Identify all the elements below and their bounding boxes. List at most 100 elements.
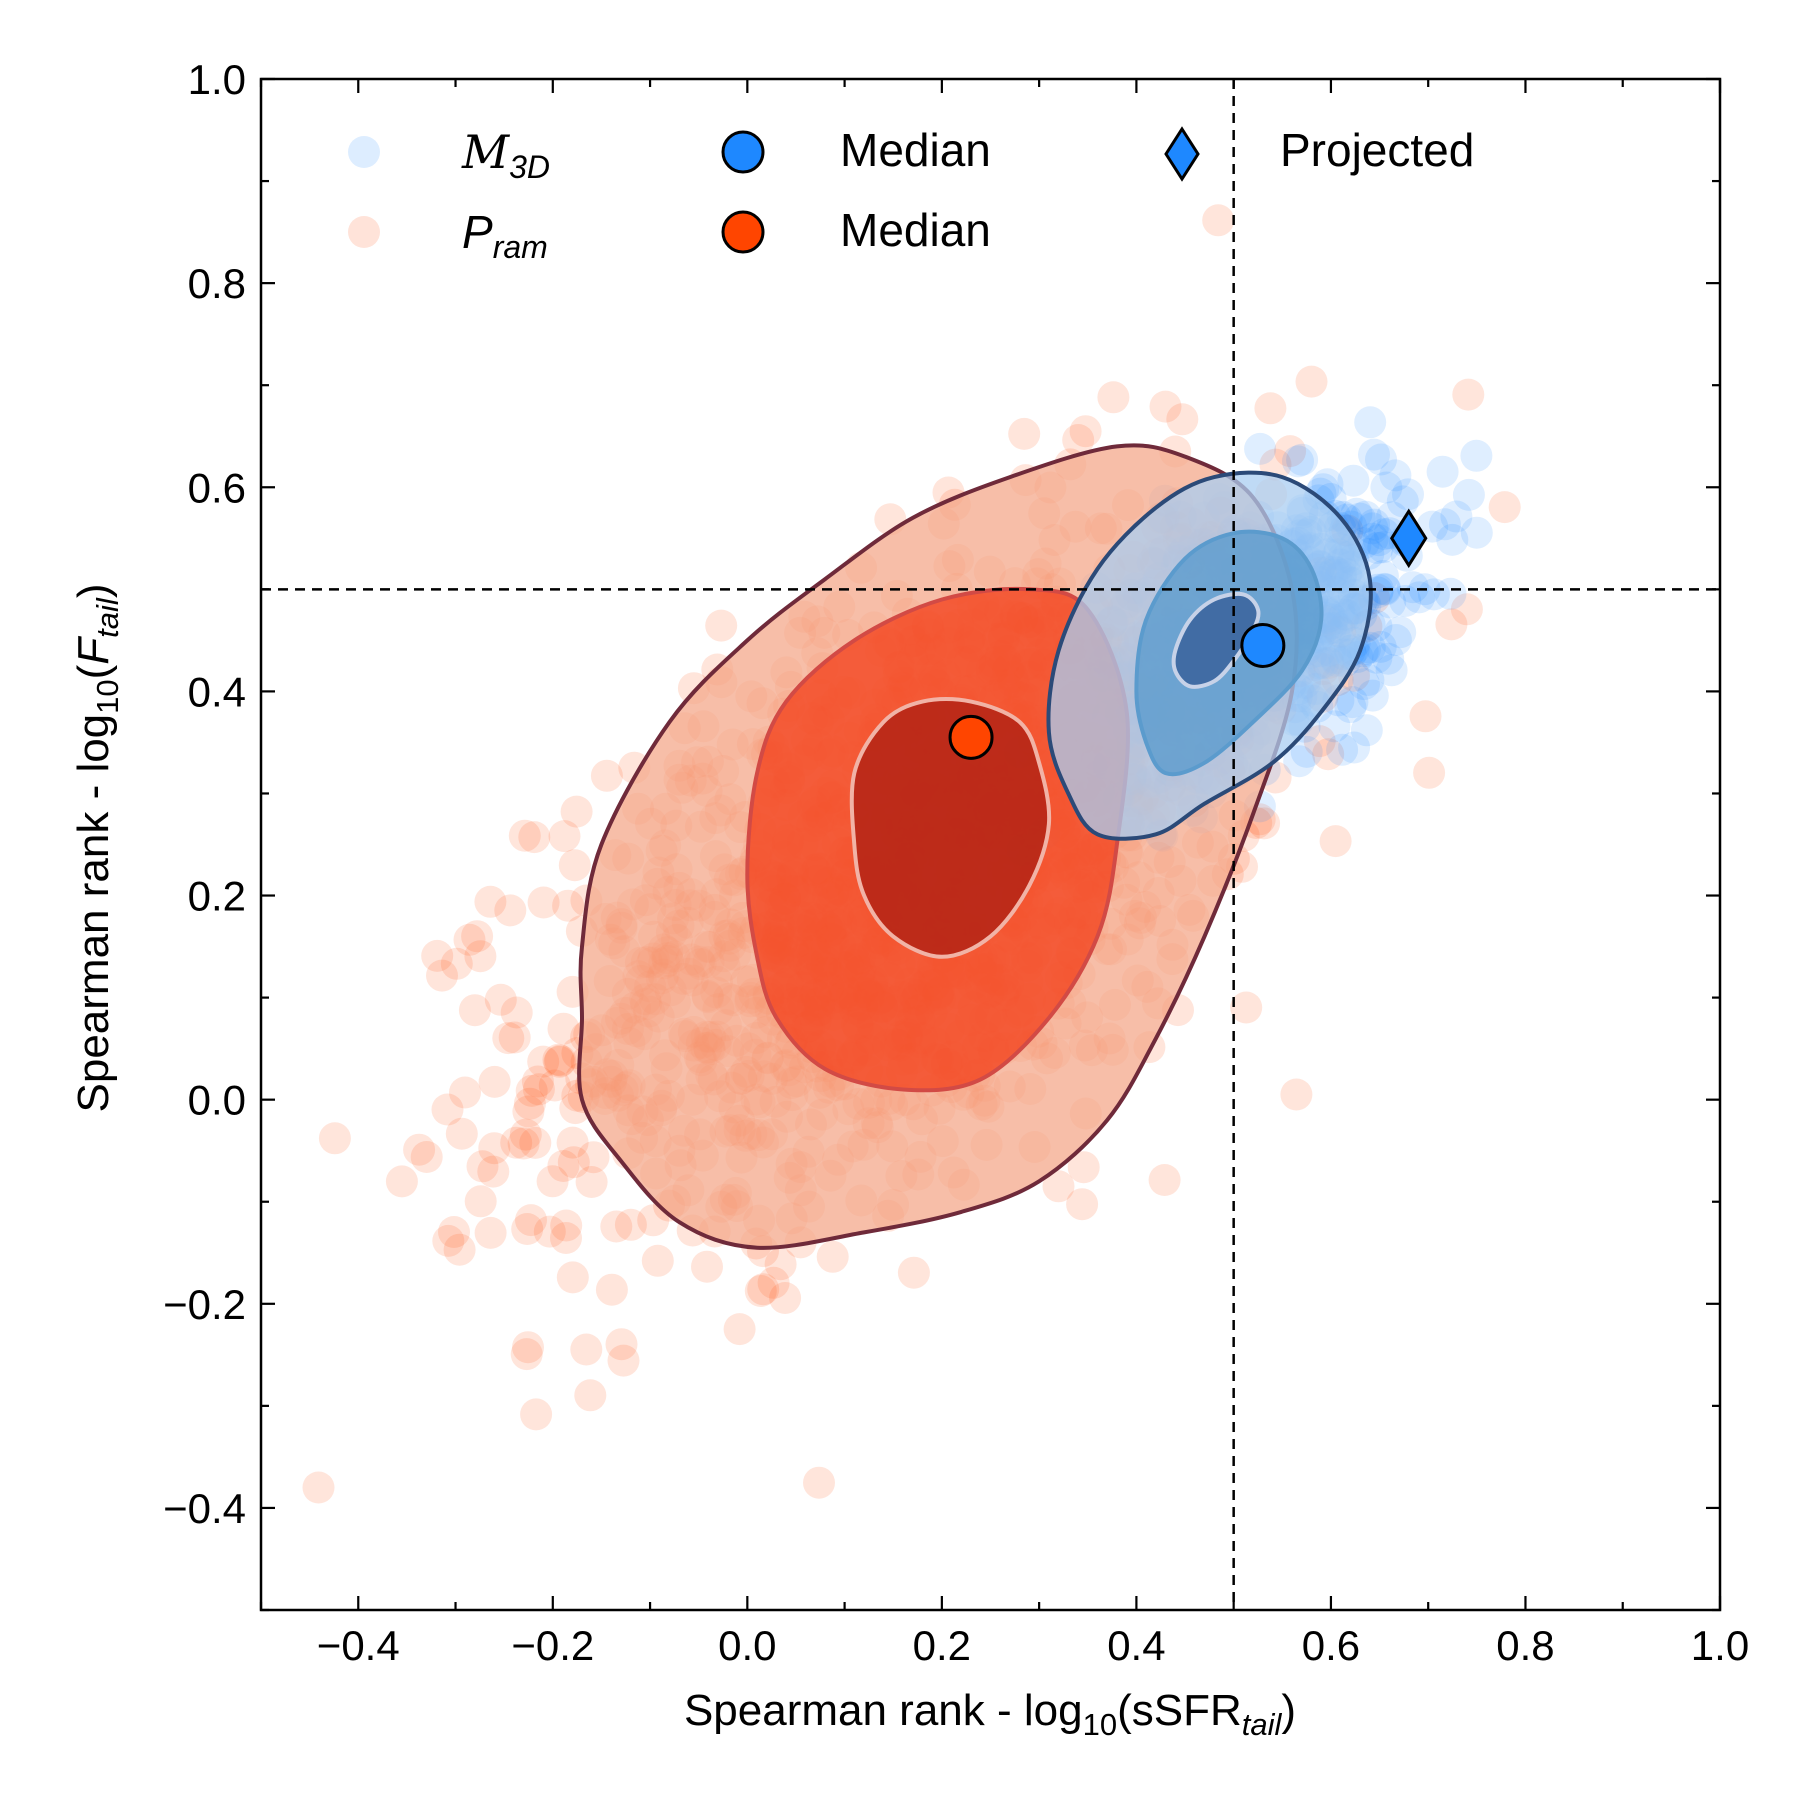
scatter-point-m3d [1436, 523, 1469, 556]
scatter-point-pram [600, 1210, 633, 1243]
scatter-point-pram [1274, 435, 1307, 468]
scatter-point-pram [1202, 204, 1235, 237]
scatter-point-m3d [1370, 471, 1403, 504]
y-tick-label: 0.0 [188, 1077, 246, 1124]
scatter-point-pram [723, 1313, 756, 1346]
x-axis-label: Spearman rank - log10(sSFRtail) [684, 1686, 1296, 1742]
contour-layer [577, 443, 1373, 1250]
scatter-point-pram [509, 1118, 542, 1151]
scatter-point-m3d [1460, 439, 1493, 472]
scatter-point-pram [552, 889, 585, 922]
scatter-point-pram [757, 1266, 790, 1299]
scatter-point-pram [527, 1045, 560, 1078]
scatter-point-pram [1097, 381, 1130, 414]
scatter-point-pram [1166, 403, 1199, 436]
scatter-point-pram [464, 1185, 497, 1218]
scatter-point-m3d [1282, 445, 1314, 478]
x-tick-label: 0.4 [1107, 1622, 1165, 1669]
x-tick-label: 0.8 [1496, 1622, 1554, 1669]
scatter-point-pram [1312, 738, 1345, 771]
scatter-point-pram [443, 1233, 476, 1266]
scatter-point-pram [764, 1248, 797, 1281]
scatter-point-m3d [1354, 406, 1387, 439]
scatter-point-pram [558, 849, 591, 882]
scatter-point-pram [570, 1333, 603, 1366]
scatter-point-m3d [1389, 585, 1422, 617]
scatter-point-pram [1295, 365, 1328, 398]
y-tick-label: 0.8 [188, 260, 246, 307]
scatter-point-pram [432, 1224, 465, 1257]
scatter-point-pram [1066, 1188, 1099, 1221]
scatter-point-pram [1069, 415, 1102, 448]
scatter-point-pram [518, 821, 551, 854]
scatter-point-m3d [1334, 691, 1367, 724]
scatter-point-pram [1008, 417, 1041, 450]
scatter-point-pram [1413, 756, 1446, 789]
scatter-point-pram [575, 1166, 608, 1198]
projected-marker [1389, 508, 1428, 569]
y-tick-label: 1.0 [188, 56, 246, 103]
scatter-point-pram [550, 1222, 582, 1254]
scatter-point-m3d [1362, 524, 1395, 557]
scatter-point-m3d [1426, 455, 1459, 488]
median-marker-pram [948, 714, 994, 760]
scatter-point-m3d [1358, 438, 1390, 471]
scatter-point-pram [385, 1165, 418, 1198]
scatter-point-pram [302, 1471, 335, 1504]
reference-lines [261, 79, 1720, 1610]
scatter-point-m3d [1337, 464, 1370, 497]
scatter-point-pram [492, 1022, 525, 1055]
scatter-point-pram [512, 1331, 544, 1364]
scatter-point-pram [421, 939, 454, 972]
scatter-point-pram [513, 1087, 546, 1120]
scatter-point-pram [557, 1146, 590, 1179]
y-tick-label: 0.6 [188, 464, 246, 511]
scatter-point-pram [1254, 392, 1287, 425]
y-axis-label: Spearman rank - log10(Ftail) [69, 584, 125, 1113]
scatter-point-pram [1149, 390, 1182, 423]
scatter-point-pram [1488, 491, 1521, 524]
marker-layer [948, 508, 1428, 760]
scatter-point-pram [543, 1045, 576, 1078]
scatter-point-m3d [1283, 745, 1316, 778]
scatter-point-pram [1280, 1078, 1313, 1111]
x-tick-label: 0.2 [913, 1622, 971, 1669]
scatter-point-pram [500, 1126, 533, 1159]
legend-median-pram-label: Median [840, 204, 991, 256]
scatter-point-pram [744, 1275, 777, 1307]
scatter-point-pram [478, 1132, 511, 1165]
scatter-point-pram [440, 947, 473, 980]
scatter-point-m3d [1360, 641, 1393, 674]
median-marker-m3d [1240, 622, 1286, 668]
scatter-point-pram [318, 1122, 351, 1155]
scatter-point-pram [547, 1012, 580, 1045]
scatter-point-m3d [1340, 497, 1373, 530]
scatter-point-pram [453, 923, 486, 956]
scatter-point-pram [1042, 1170, 1075, 1203]
scatter-point-m3d [1375, 654, 1408, 687]
scatter-point-pram [522, 1073, 555, 1106]
scatter-point-m3d [1452, 478, 1485, 511]
scatter-point-pram [410, 1141, 443, 1173]
legend-median-m3d-marker [721, 130, 765, 174]
scatter-point-pram [556, 1126, 589, 1159]
scatter-point-pram [474, 1216, 507, 1249]
scatter-point-m3d [1326, 733, 1359, 766]
scatter-point-pram [508, 819, 541, 852]
x-tick-label: 0.0 [718, 1622, 776, 1669]
scatter-point-pram [438, 1216, 470, 1248]
scatter-point-pram [544, 1044, 577, 1077]
scatter-point-pram [1409, 700, 1442, 733]
legend: M3D Pram Median Median Projected [348, 124, 1474, 265]
x-tick-label: −0.2 [511, 1622, 594, 1669]
scatter-point-pram [464, 940, 497, 973]
x-tick-label: 1.0 [1691, 1622, 1749, 1669]
legend-projected-marker [1164, 126, 1200, 182]
scatter-point-m3d [1358, 508, 1391, 541]
scatter-point-pram [510, 1338, 543, 1371]
scatter-point-m3d [1428, 508, 1461, 541]
scatter-point-pram [547, 1150, 580, 1182]
scatter-point-pram [498, 1021, 531, 1054]
scatter-point-m3d [1365, 443, 1397, 476]
